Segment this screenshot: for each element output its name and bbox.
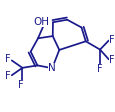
Text: F: F xyxy=(5,54,10,64)
Text: N: N xyxy=(48,63,56,73)
Text: OH: OH xyxy=(33,17,49,27)
Text: F: F xyxy=(108,35,114,45)
Text: F: F xyxy=(108,55,114,65)
Text: F: F xyxy=(17,80,23,90)
Text: F: F xyxy=(5,71,10,81)
Text: F: F xyxy=(96,64,102,74)
